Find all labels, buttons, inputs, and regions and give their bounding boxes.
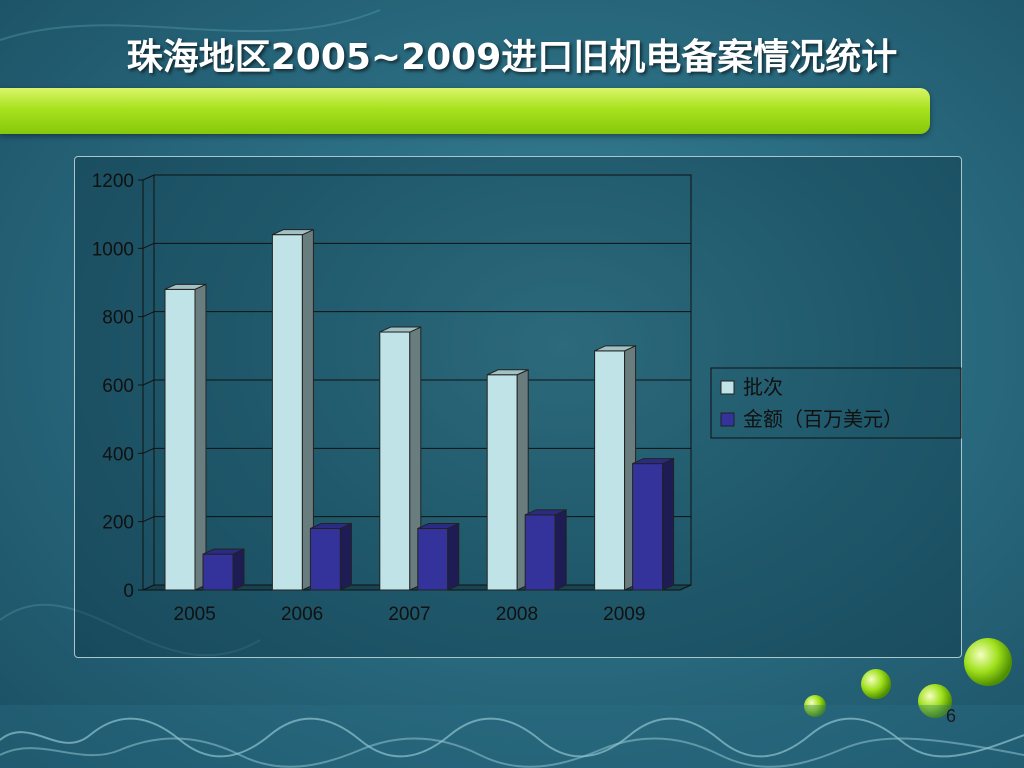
bar-金额（百万美元）-2006: [309, 528, 341, 591]
bar-金额（百万美元）-2007: [417, 528, 449, 591]
legend-label-2: 金额（百万美元）: [743, 407, 903, 431]
gridline-side: [142, 379, 155, 386]
y-tick-label: 600: [102, 376, 134, 397]
x-tick-label: 2008: [496, 604, 538, 625]
bar-side-金额（百万美元）-2005: [232, 548, 245, 591]
bar-side-金额（百万美元）-2006: [339, 522, 352, 591]
bar-批次-2005: [164, 288, 196, 591]
y-tick-label: 800: [102, 308, 134, 329]
bar-top-批次-2006: [272, 229, 314, 236]
title-banner: [0, 88, 930, 134]
gridline-side: [142, 516, 155, 523]
bar-top-金额（百万美元）-2007: [417, 523, 460, 529]
x-tick-label: 2009: [603, 604, 645, 625]
bar-批次-2009: [594, 350, 626, 591]
legend-swatch-1: [720, 380, 735, 395]
y-tick-label: 1000: [92, 239, 134, 260]
bar-side-批次-2005: [194, 283, 207, 591]
gridline-side: [142, 174, 155, 181]
gridline-side: [142, 242, 155, 249]
bar-side-金额（百万美元）-2008: [554, 509, 567, 591]
x-tick-label: 2005: [174, 604, 216, 625]
slide-title: 珠海地区2005~2009进口旧机电备案情况统计: [126, 37, 898, 78]
bar-批次-2007: [379, 331, 411, 591]
x-tick-label: 2006: [281, 604, 323, 625]
bar-top-金额（百万美元）-2005: [202, 548, 245, 555]
y-tick-label: 1200: [92, 171, 134, 192]
legend-swatch-2: [720, 412, 735, 427]
legend-label-1: 批次: [743, 375, 783, 399]
bar-side-金额（百万美元）-2009: [662, 457, 675, 591]
gridline-side: [142, 447, 155, 454]
bar-金额（百万美元）-2005: [202, 553, 234, 591]
bar-top-金额（百万美元）-2006: [310, 523, 352, 529]
bar-批次-2006: [271, 234, 303, 591]
footer-ornament: [0, 705, 1024, 768]
bar-side-金额（百万美元）-2007: [447, 522, 460, 591]
bar-top-批次-2009: [594, 345, 636, 352]
y-tick-label: 0: [123, 581, 134, 602]
bar-top-金额（百万美元）-2008: [524, 509, 567, 516]
y-tick-label: 200: [102, 513, 134, 534]
orb-large: [964, 638, 1012, 686]
bar-top-批次-2007: [379, 326, 422, 333]
bar-top-批次-2005: [164, 283, 207, 290]
bar-top-金额（百万美元）-2009: [632, 458, 674, 465]
y-tick-label: 400: [102, 444, 134, 465]
gridline-side: [142, 311, 155, 318]
bar-top-批次-2008: [486, 369, 529, 376]
legend: [710, 367, 962, 439]
x-tick-label: 2007: [388, 604, 430, 625]
bar-金额（百万美元）-2009: [632, 463, 664, 591]
bar-金额（百万美元）-2008: [524, 514, 556, 591]
page-number: 6: [946, 706, 957, 726]
bar-批次-2008: [486, 374, 518, 591]
